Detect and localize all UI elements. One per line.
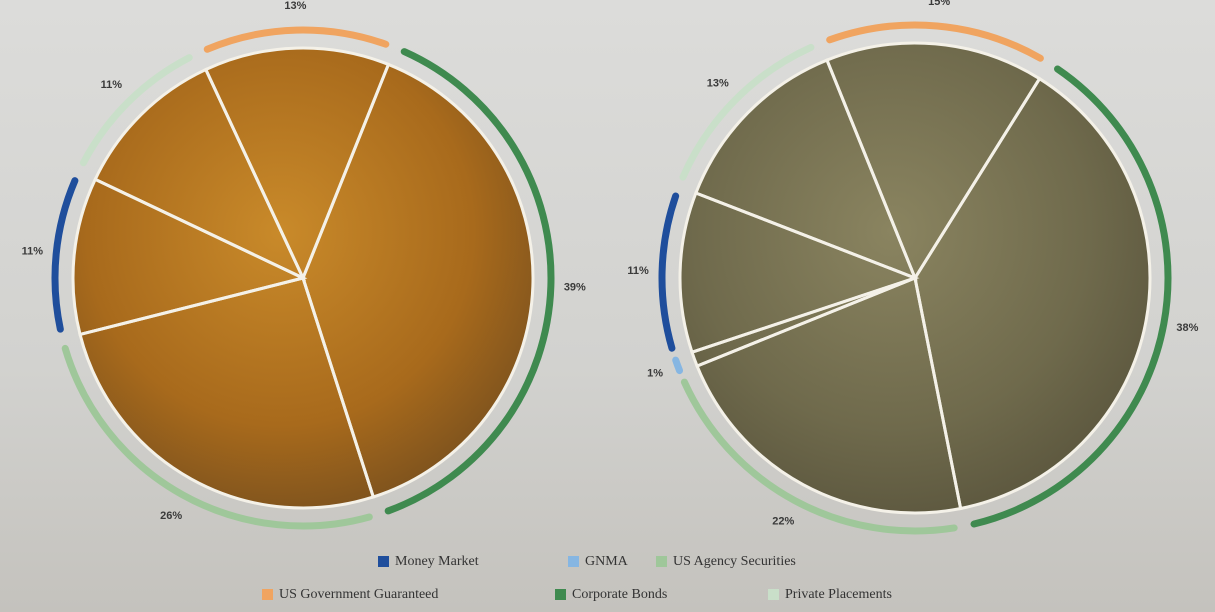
legend-swatch — [555, 589, 566, 600]
legend-label: Corporate Bonds — [572, 587, 667, 602]
legend-label: GNMA — [585, 554, 629, 569]
legend-label: Private Placements — [785, 587, 892, 602]
legend-swatch — [378, 556, 389, 567]
chart: US Government Guaranteed 13% Corporate Bon… — [0, 0, 1215, 612]
legend-swatch — [656, 556, 667, 567]
value-label: 39% — [564, 281, 586, 293]
segment-arc — [676, 360, 680, 370]
value-label: 15% — [928, 0, 950, 8]
legend-label: Money Market — [395, 554, 479, 569]
value-label: 13% — [707, 77, 729, 89]
value-label: 26% — [160, 510, 182, 522]
value-label: 11% — [22, 245, 44, 257]
legend-label: US Government Guaranteed — [279, 587, 438, 602]
legend-swatch — [768, 589, 779, 600]
value-label: 22% — [772, 516, 794, 528]
legend-swatch — [262, 589, 273, 600]
value-label: 11% — [101, 79, 123, 91]
value-label: 1% — [647, 368, 663, 380]
value-label: 38% — [1176, 322, 1198, 334]
value-label: 11% — [627, 265, 649, 277]
legend-swatch — [568, 556, 579, 567]
page: {"legend": [ {"name": "Money Market", "c… — [0, 0, 1215, 612]
value-label: 13% — [284, 0, 306, 12]
legend-label: US Agency Securities — [673, 554, 796, 569]
